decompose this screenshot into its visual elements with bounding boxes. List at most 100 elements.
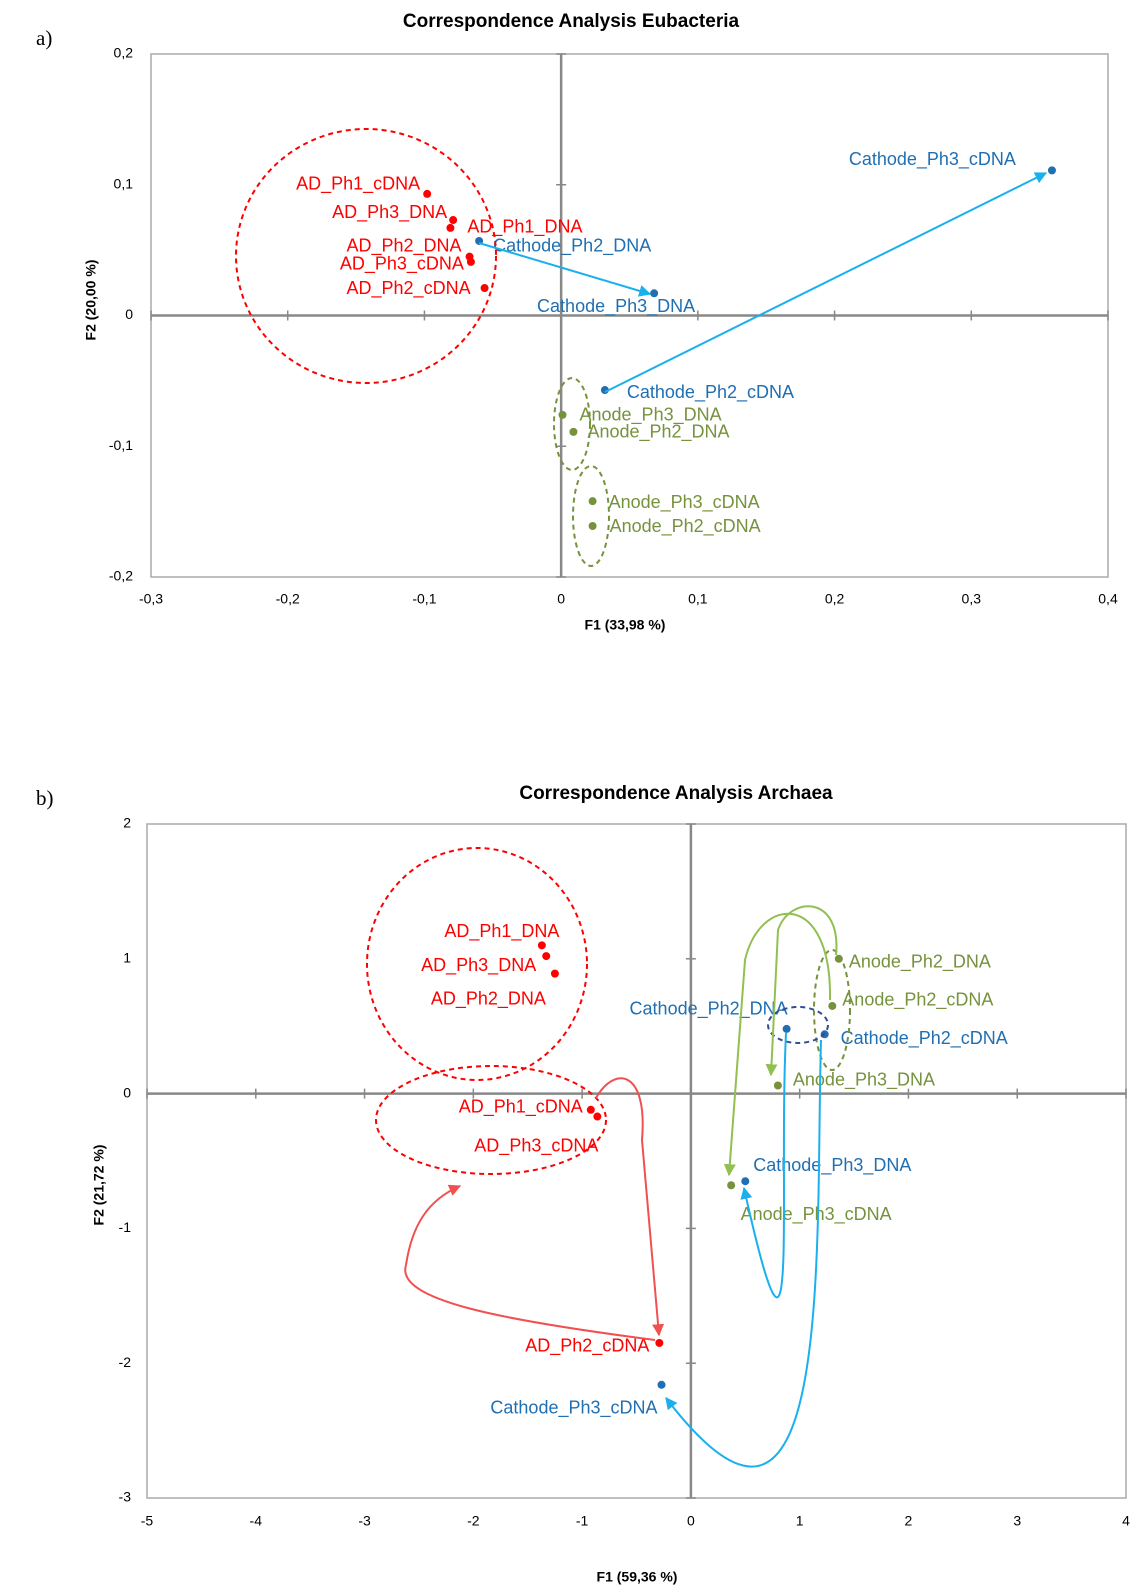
- x-tick-label: 0: [557, 591, 565, 607]
- y-tick-label: 0: [125, 306, 133, 322]
- y-tick-label: -0,1: [109, 437, 133, 453]
- x-tick-label: 3: [1013, 1513, 1021, 1529]
- point-label: Anode_Ph3_cDNA: [741, 1204, 892, 1225]
- group-ellipse: [572, 465, 610, 567]
- point-label: AD_Ph2_cDNA: [525, 1336, 649, 1357]
- group-ellipse: [235, 128, 497, 384]
- y-tick-label: -2: [119, 1354, 132, 1370]
- x-tick-label: -3: [358, 1513, 371, 1529]
- arrow: [765, 905, 838, 1077]
- arrow: [595, 1077, 665, 1337]
- arrow: [723, 912, 832, 1177]
- y-axis-title: F2 (20,00 %): [83, 260, 99, 341]
- x-tick-label: -0,2: [276, 591, 300, 607]
- x-tick-label: 0,2: [825, 591, 845, 607]
- y-tick-label: 0: [123, 1084, 131, 1100]
- point-label: AD_Ph1_cDNA: [296, 174, 420, 195]
- panel-label: a): [36, 26, 52, 50]
- y-tick-label: -3: [119, 1489, 132, 1505]
- point-label: AD_Ph3_cDNA: [474, 1135, 598, 1156]
- y-axis-title: F2 (21,72 %): [91, 1145, 107, 1226]
- arrow: [478, 242, 652, 297]
- point-label: Cathode_Ph3_DNA: [753, 1155, 911, 1176]
- point: [588, 497, 597, 506]
- point: [446, 223, 455, 232]
- point-label: Anode_Ph2_cDNA: [610, 516, 761, 537]
- y-tick-label: 1: [123, 950, 131, 966]
- x-tick-label: -5: [141, 1513, 154, 1529]
- panel-label: b): [36, 786, 54, 810]
- point: [537, 941, 546, 950]
- point-label: Cathode_Ph3_cDNA: [849, 149, 1016, 170]
- point: [569, 427, 578, 436]
- point: [586, 1105, 595, 1114]
- point-label: AD_Ph2_DNA: [346, 235, 461, 256]
- group-ellipse: [813, 949, 851, 1071]
- chart-title: Correspondence Analysis Eubacteria: [403, 11, 740, 32]
- point: [727, 1181, 736, 1190]
- point: [466, 257, 475, 266]
- point-label: Anode_Ph2_cDNA: [842, 990, 993, 1011]
- x-tick-label: -1: [576, 1513, 589, 1529]
- x-tick-label: 0,1: [688, 591, 708, 607]
- point: [782, 1024, 791, 1033]
- x-tick-label: 0,4: [1098, 591, 1118, 607]
- y-tick-label: 2: [123, 815, 131, 831]
- group-ellipse: [366, 847, 588, 1081]
- arrow: [604, 172, 1048, 393]
- y-tick-label: -1: [119, 1219, 132, 1235]
- point: [542, 952, 551, 961]
- x-axis-title: F1 (59,36 %): [597, 1569, 678, 1585]
- x-axis-title: F1 (33,98 %): [585, 617, 666, 633]
- point-label: Cathode_Ph2_cDNA: [841, 1028, 1008, 1049]
- x-tick-label: -0,3: [139, 591, 163, 607]
- plot-frame: [146, 823, 1127, 1499]
- y-tick-label: -0,2: [109, 568, 133, 584]
- point: [423, 189, 432, 198]
- point: [741, 1177, 750, 1186]
- point-label: Anode_Ph2_DNA: [849, 952, 991, 973]
- x-tick-label: 4: [1122, 1513, 1130, 1529]
- y-tick-label: 0,1: [114, 175, 134, 191]
- point: [558, 410, 567, 419]
- group-ellipse: [375, 1065, 607, 1175]
- point: [657, 1380, 666, 1389]
- point-label: Anode_Ph3_DNA: [580, 405, 722, 426]
- point-label: Anode_Ph3_cDNA: [609, 492, 760, 513]
- annotations: [235, 128, 1048, 1468]
- x-tick-label: -4: [250, 1513, 263, 1529]
- y-tick-label: 0,2: [114, 45, 134, 61]
- point-label: AD_Ph1_DNA: [444, 921, 559, 942]
- point-label: AD_Ph3_DNA: [421, 955, 536, 976]
- point-label: AD_Ph2_DNA: [431, 988, 546, 1009]
- point: [650, 289, 659, 298]
- point-label: Cathode_Ph2_cDNA: [627, 382, 794, 403]
- point: [480, 284, 489, 293]
- x-tick-label: 0: [687, 1513, 695, 1529]
- point-label: Cathode_Ph2_DNA: [630, 999, 788, 1020]
- point-label: AD_Ph3_cDNA: [340, 254, 464, 275]
- x-tick-label: 0,3: [962, 591, 982, 607]
- point-label: Cathode_Ph3_DNA: [537, 296, 695, 317]
- point-label: Anode_Ph2_DNA: [587, 422, 729, 443]
- point: [773, 1081, 782, 1090]
- point-label: AD_Ph1_cDNA: [459, 1097, 583, 1118]
- point: [1047, 166, 1056, 175]
- point: [588, 522, 597, 531]
- point: [593, 1112, 602, 1121]
- point-label: AD_Ph1_DNA: [467, 217, 582, 238]
- point: [655, 1338, 664, 1347]
- point-label: AD_Ph2_cDNA: [347, 278, 471, 299]
- point-label: Anode_Ph3_DNA: [793, 1069, 935, 1090]
- x-tick-label: -2: [467, 1513, 480, 1529]
- chart-title: Correspondence Analysis Archaea: [519, 783, 833, 804]
- point-label: Cathode_Ph3_cDNA: [490, 1398, 657, 1419]
- point-label: Cathode_Ph2_DNA: [493, 236, 651, 257]
- point-label: AD_Ph3_DNA: [332, 202, 447, 223]
- point: [828, 1001, 837, 1010]
- group-ellipse: [767, 1006, 829, 1044]
- point: [550, 969, 559, 978]
- arrow: [665, 1039, 822, 1468]
